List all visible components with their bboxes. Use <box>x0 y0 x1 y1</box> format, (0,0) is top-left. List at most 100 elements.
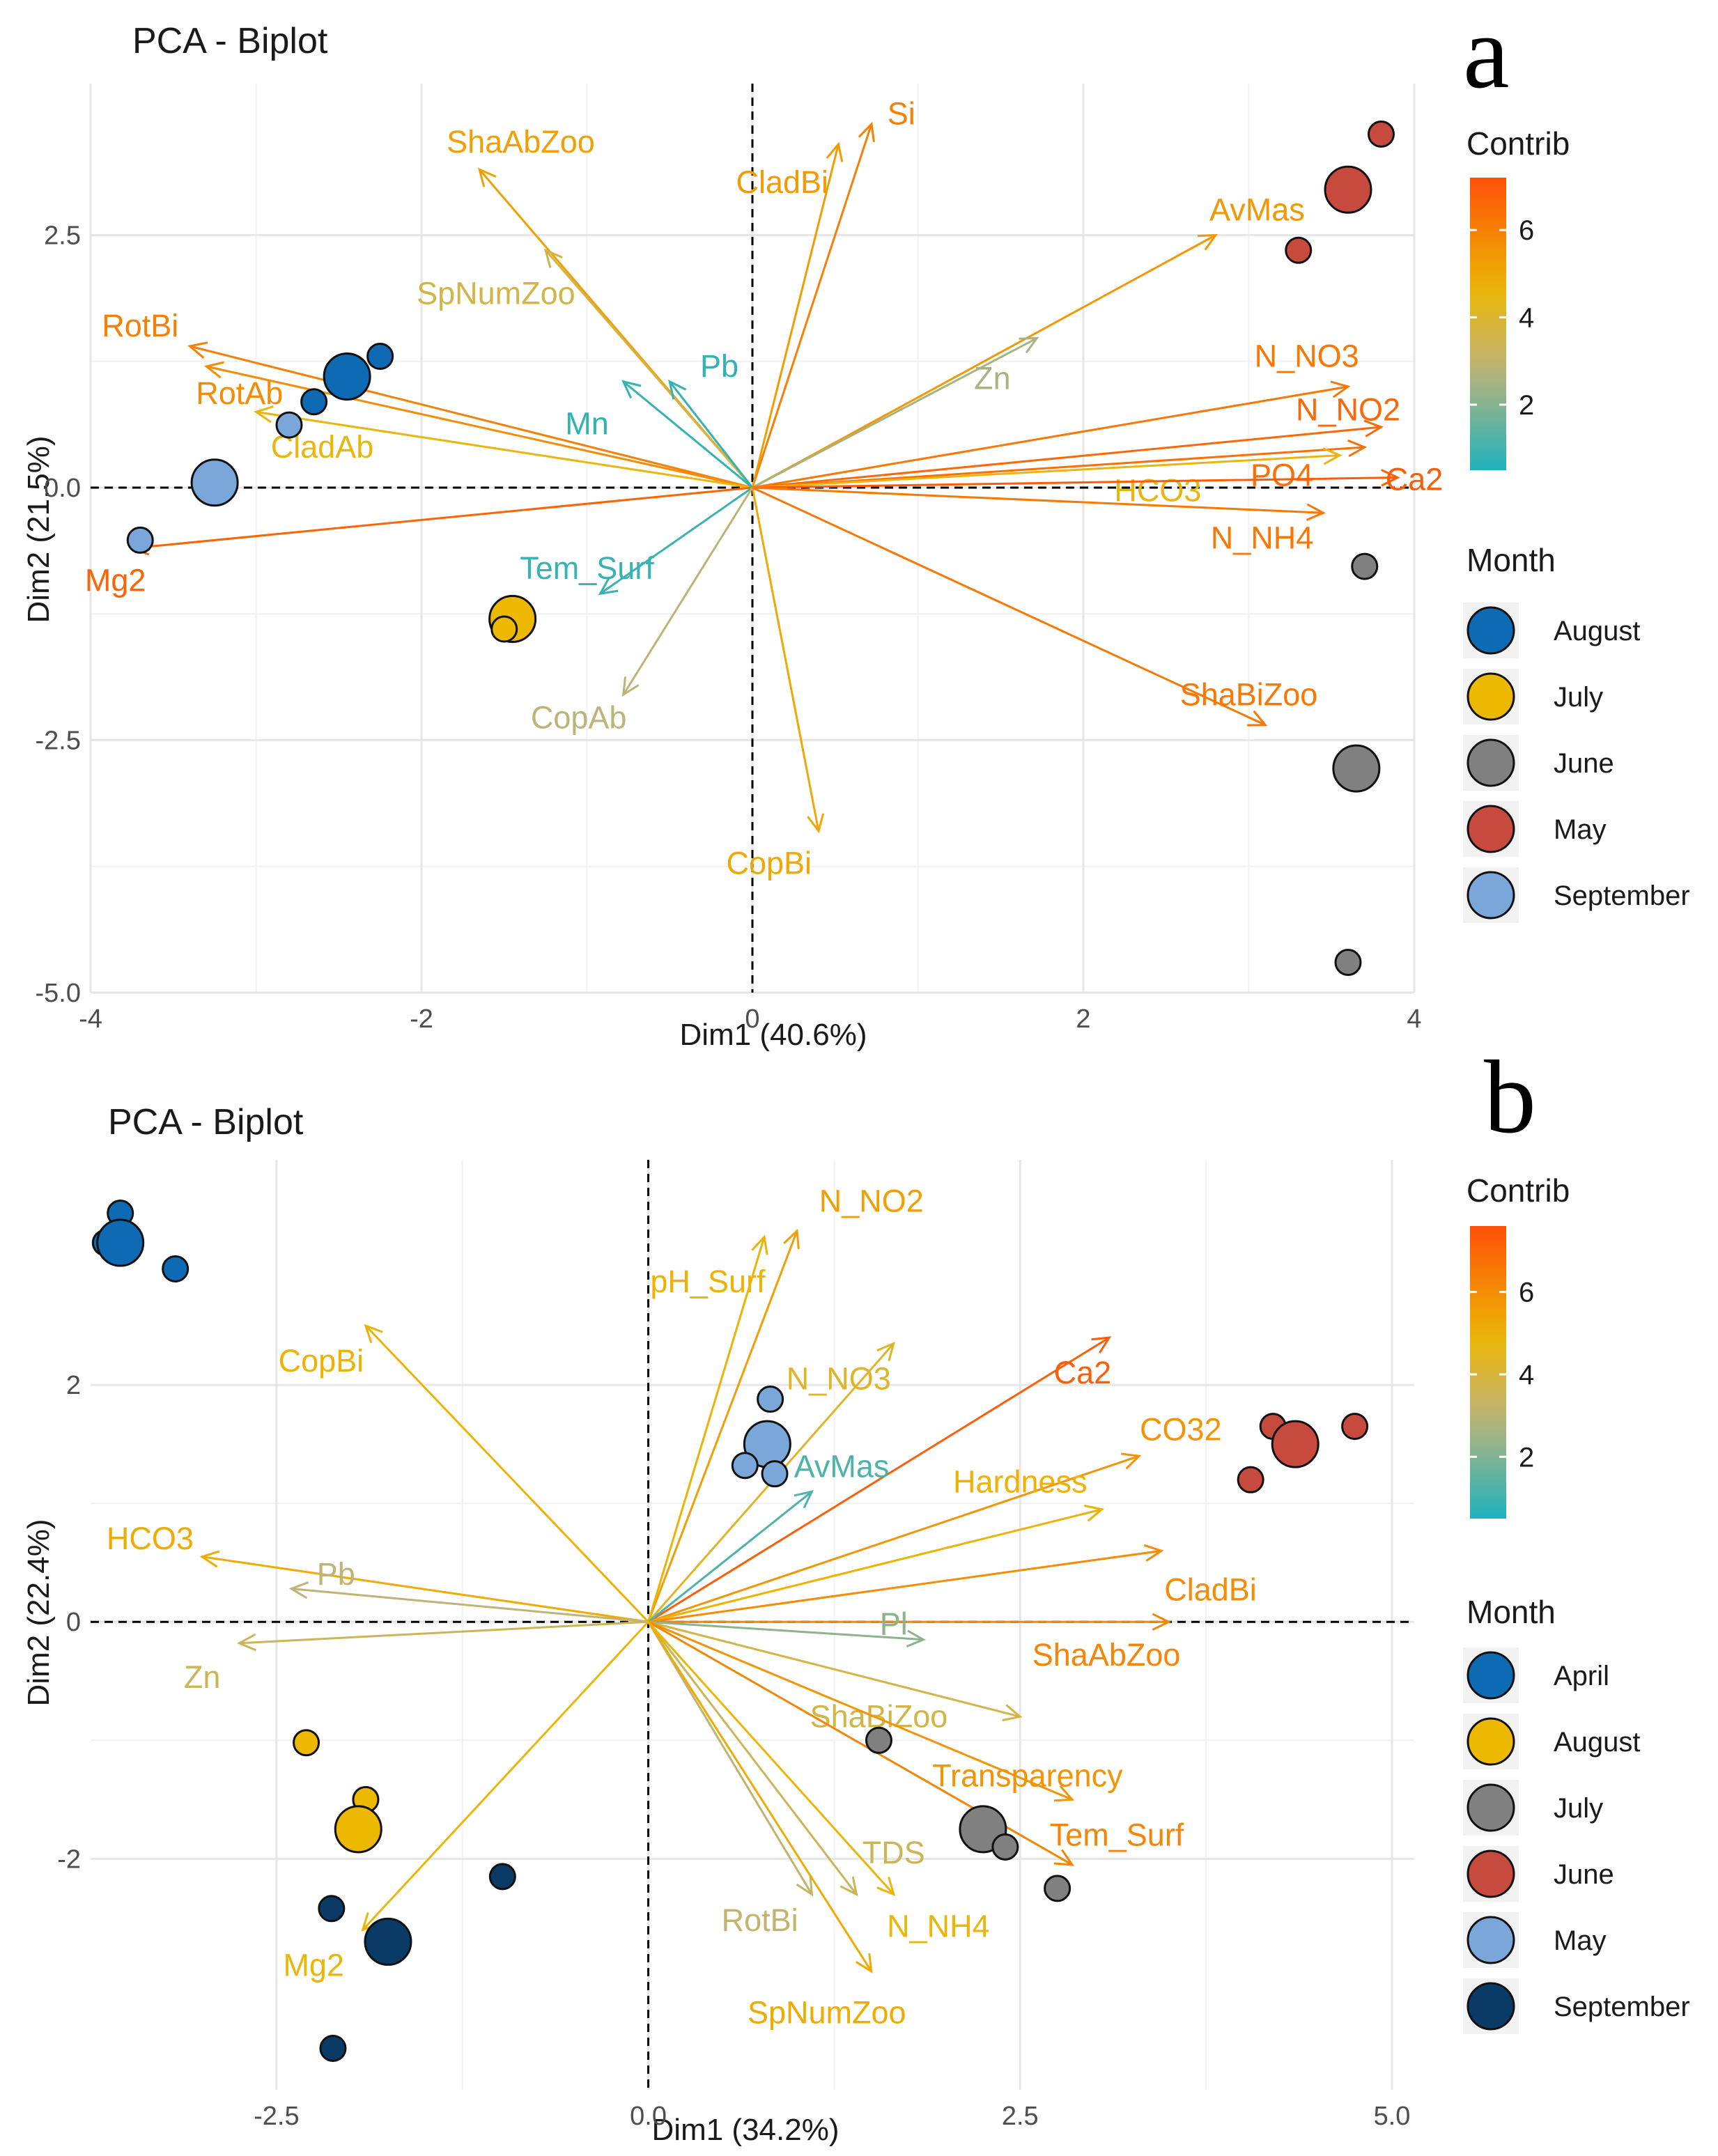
x-tick-label: 0.0 <box>630 2102 667 2131</box>
contrib-colorbar <box>1470 178 1506 470</box>
vector-cladbi: CladBi <box>736 141 844 488</box>
x-tick-label: -2 <box>410 1005 433 1034</box>
legend-item-august: August <box>1463 603 1641 658</box>
point-may <box>731 1452 759 1480</box>
vector-tds: TDS <box>647 1621 925 1897</box>
svg-text:July: July <box>1554 1793 1603 1824</box>
point-august <box>366 343 394 370</box>
vector-n-nh4: N_NH4 <box>647 1621 990 1944</box>
vector-n-no2: N_NO2 <box>752 391 1400 489</box>
x-tick-label: 0 <box>745 1005 759 1034</box>
vector-label: RotBi <box>722 1902 798 1938</box>
vector-label: RotAb <box>196 375 283 411</box>
vector-label: N_NO3 <box>1255 339 1359 374</box>
vector-label: HCO3 <box>1114 472 1201 508</box>
panel-a-xlabel: Dim1 (40.6%) <box>680 1018 867 1052</box>
svg-text:May: May <box>1554 814 1607 845</box>
point-september <box>190 458 239 507</box>
panel-b-title: PCA - Biplot <box>108 1102 304 1142</box>
vector-mn: Mn <box>565 380 753 489</box>
vector-label: Mg2 <box>85 562 146 598</box>
svg-text:May: May <box>1554 1925 1607 1956</box>
svg-text:September: September <box>1554 1992 1690 2022</box>
panel-a-ylabel: Dim2 (21.5%) <box>22 436 56 623</box>
panel-b-xlabel: Dim1 (34.2%) <box>652 2113 839 2147</box>
contrib-tick-label: 6 <box>1519 1278 1534 1308</box>
point-july <box>865 1726 892 1754</box>
legend-item-september: September <box>1463 1978 1690 2034</box>
vector-label: SpNumZoo <box>748 1994 906 2030</box>
vector-ca2: Ca2 <box>647 1336 1112 1623</box>
vector-hco3: HCO3 <box>752 447 1342 508</box>
contrib-tick-label: 2 <box>1519 390 1534 421</box>
svg-text:June: June <box>1554 748 1614 779</box>
legend-item-july: July <box>1463 669 1603 724</box>
panel-a-contrib-title: Contrib <box>1467 125 1570 162</box>
legend-item-may: May <box>1463 801 1607 857</box>
vector-label: CO32 <box>1140 1412 1222 1448</box>
vector-label: Mg2 <box>283 1947 344 1983</box>
plot-background <box>91 1160 1414 2090</box>
vector-label: CopBi <box>279 1343 364 1379</box>
vector-label: CladBi <box>736 164 828 200</box>
vector-rotbi: RotBi <box>102 308 753 489</box>
point-may <box>1324 165 1372 214</box>
legend-item-june: June <box>1463 1846 1614 1902</box>
vector-label: N_NH4 <box>1211 520 1314 556</box>
vector-label: Pl <box>880 1606 908 1642</box>
point-june <box>1332 744 1381 793</box>
y-tick-label: -2 <box>57 1845 81 1874</box>
point-september <box>319 2034 347 2062</box>
panel-b-letter: b <box>1484 1039 1536 1155</box>
vector-zn: Zn <box>752 336 1039 489</box>
point-may <box>1368 121 1395 148</box>
vector-label: AvMas <box>1209 192 1305 227</box>
vector-tem-surf: Tem_Surf <box>520 486 753 596</box>
panel-a-title: PCA - Biplot <box>132 21 328 61</box>
vector-label: Mn <box>565 406 609 442</box>
point-april <box>162 1255 189 1282</box>
vector-cladbi: CladBi <box>648 1544 1257 1623</box>
vector-label: PO4 <box>1251 458 1313 493</box>
panel-b-plot: -2.5 0.0 2.5 5.0 2 0 -2 N_NO2 pH_Surf N_NO3 Ca2 CO3… <box>57 1160 1414 2131</box>
vector-label: N_NO2 <box>1296 391 1400 427</box>
panel-b-contrib-title: Contrib <box>1467 1172 1570 1209</box>
vector-label: HCO3 <box>107 1521 194 1556</box>
vector-label: Pb <box>700 348 738 384</box>
vector-spnumzoo: SpNumZoo <box>417 248 754 488</box>
vector-mg2: Mg2 <box>283 1621 649 1983</box>
legend-item-july: July <box>1463 1780 1603 1836</box>
point-september <box>275 411 303 439</box>
vector-label: ShaBiZoo <box>1180 676 1318 712</box>
panel-a-month-title: Month <box>1467 542 1556 578</box>
point-september <box>318 1895 346 1923</box>
point-june <box>1237 1466 1264 1494</box>
vector-ph-surf: pH_Surf <box>647 1234 768 1622</box>
vector-label: Zn <box>974 360 1011 396</box>
vector-hco3: HCO3 <box>107 1521 649 1623</box>
vector-transparency: Transparency <box>647 1620 1123 1802</box>
contrib-tick-label: 2 <box>1519 1442 1534 1473</box>
vector-label: TDS <box>862 1835 925 1870</box>
vector-label: CopAb <box>531 700 627 736</box>
vector-avmas: AvMas <box>752 192 1305 489</box>
point-may <box>1285 236 1313 264</box>
panel-b-ylabel: Dim2 (22.4%) <box>22 1519 56 1707</box>
vector-mg2: Mg2 <box>85 486 753 598</box>
svg-text:June: June <box>1554 1859 1614 1890</box>
vector-label: Hardness <box>953 1464 1088 1500</box>
vector-shaabzoo: ShaAbZoo <box>648 1613 1180 1673</box>
x-tick-label: -2.5 <box>254 2102 299 2131</box>
point-july <box>1044 1875 1071 1902</box>
vector-label: ShaAbZoo <box>447 124 595 160</box>
vector-label: N_NH4 <box>887 1908 990 1944</box>
vector-n-nh4: N_NH4 <box>752 486 1326 556</box>
vector-spnumzoo: SpNumZoo <box>647 1621 906 2030</box>
vector-label: pH_Surf <box>650 1264 766 1299</box>
y-tick-label: 0.0 <box>44 474 81 503</box>
vector-pb: Pb <box>288 1556 649 1623</box>
vector-po4: PO4 <box>752 439 1368 493</box>
contrib-colorbar <box>1470 1226 1506 1519</box>
legend-item-may: May <box>1463 1912 1607 1968</box>
